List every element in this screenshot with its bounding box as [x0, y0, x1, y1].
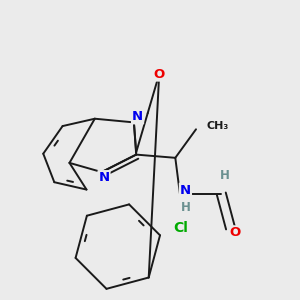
Text: Cl: Cl	[173, 221, 188, 236]
Text: CH₃: CH₃	[206, 121, 228, 130]
Text: H: H	[181, 201, 190, 214]
Text: H: H	[220, 169, 230, 182]
Text: N: N	[132, 110, 143, 123]
Text: O: O	[154, 68, 165, 81]
Text: N: N	[180, 184, 191, 196]
Text: O: O	[230, 226, 241, 239]
Text: N: N	[98, 171, 110, 184]
